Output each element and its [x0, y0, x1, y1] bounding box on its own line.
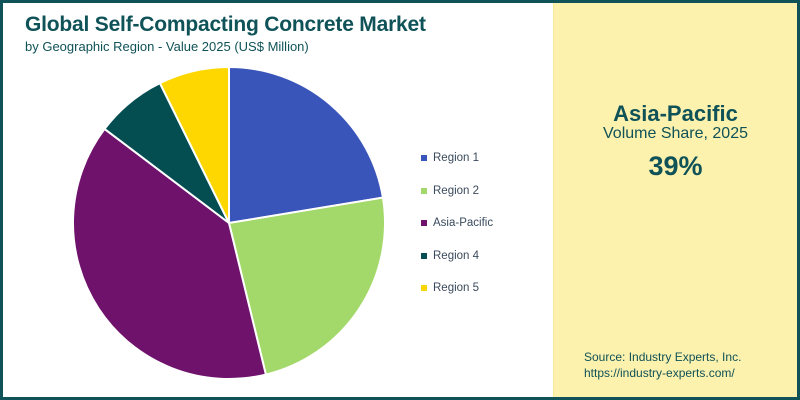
legend-label: Region 1: [433, 152, 480, 165]
pie-slice-asia-pacific[interactable]: [72, 127, 267, 380]
pie-slice-region-1[interactable]: [228, 66, 384, 224]
legend-swatch-icon: [421, 187, 427, 194]
legend-swatch-icon: [421, 285, 427, 292]
pie-slice-region-2[interactable]: [228, 196, 386, 376]
legend-item-region-2[interactable]: Region 2: [421, 175, 493, 208]
legend-swatch-icon: [421, 155, 427, 162]
legend-item-asia-pacific[interactable]: Asia-Pacific: [421, 207, 493, 240]
legend-label: Region 2: [433, 184, 480, 197]
source-note: Source: Industry Experts, Inc. https://i…: [584, 349, 741, 381]
chart-subtitle: by Geographic Region - Value 2025 (US$ M…: [25, 39, 309, 54]
source-link[interactable]: https://industry-experts.com/: [584, 366, 735, 380]
source-label: Source: Industry Experts, Inc.: [584, 350, 742, 364]
highlight-panel: Asia-Pacific Volume Share, 2025 39% Sour…: [553, 3, 797, 397]
legend-item-region-1[interactable]: Region 1: [421, 142, 493, 175]
legend-label: Asia-Pacific: [433, 217, 494, 230]
highlight-region: Asia-Pacific: [613, 101, 738, 126]
legend-swatch-icon: [421, 252, 427, 259]
chart-legend: Region 1 Region 2 Asia-Pacific Region 4 Regi…: [421, 142, 493, 305]
pie-slice-region-5[interactable]: [158, 66, 230, 224]
legend-label: Region 5: [433, 282, 480, 295]
highlight-value: 39%: [648, 151, 703, 181]
highlight-metric: Volume Share, 2025: [603, 125, 748, 142]
legend-swatch-icon: [421, 220, 427, 227]
chart-title: Global Self-Compacting Concrete Market: [25, 13, 426, 36]
legend-item-region-5[interactable]: Region 5: [421, 272, 493, 305]
legend-item-region-4[interactable]: Region 4: [421, 240, 493, 273]
legend-label: Region 4: [433, 249, 480, 262]
